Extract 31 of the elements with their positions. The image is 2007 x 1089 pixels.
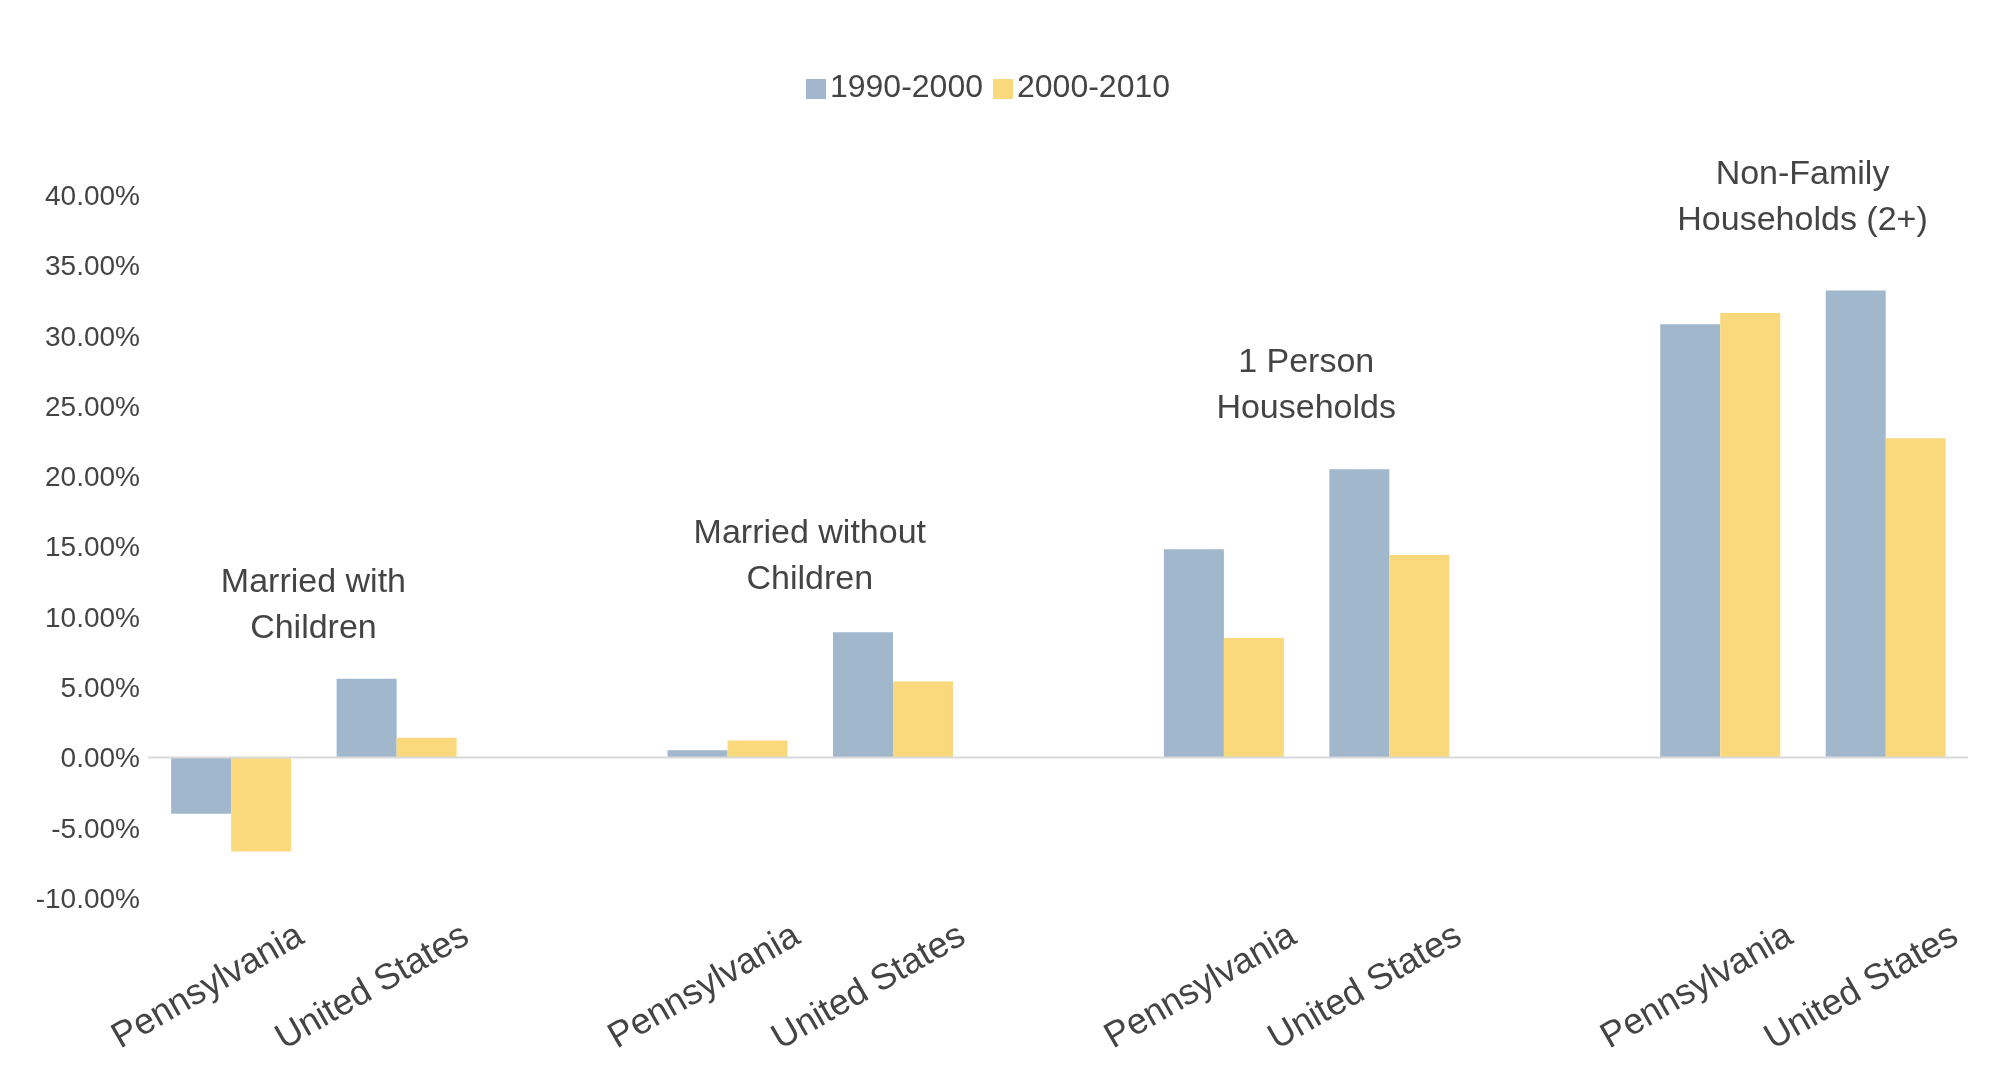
y-tick-label: 10.00% [45,601,140,633]
bar [1329,469,1390,758]
bar [1720,313,1781,758]
bar [336,678,397,758]
bar [892,681,953,758]
y-tick-label: 20.00% [45,461,140,493]
bar [1660,324,1721,758]
y-tick-label: 15.00% [45,531,140,563]
bar [1163,549,1224,758]
bar [1389,554,1450,758]
annotation: 1 Person Households [1215,339,1397,427]
y-tick-label: 30.00% [45,320,140,352]
y-tick-label: 25.00% [45,390,140,422]
y-tick-label: 35.00% [45,250,140,282]
y-tick-label: 5.00% [60,672,140,704]
annotation: Married with Children [219,560,408,648]
bar [832,632,893,758]
legend-label: 2000-2010 [1017,68,1171,104]
bar [1825,290,1886,758]
annotation: Married without Children [692,511,927,599]
bar [1223,637,1284,758]
bar [171,757,232,814]
y-tick-label: 40.00% [45,179,140,211]
y-tick-label: -10.00% [35,882,140,914]
annotation: Non-Family Households (2+) [1676,151,1929,239]
bar [1885,438,1946,758]
bar [231,757,292,852]
bar [396,737,457,758]
legend-label: 1990-2000 [829,68,983,104]
y-tick-label: -5.00% [51,812,140,844]
y-tick-label: 0.00% [60,742,140,774]
